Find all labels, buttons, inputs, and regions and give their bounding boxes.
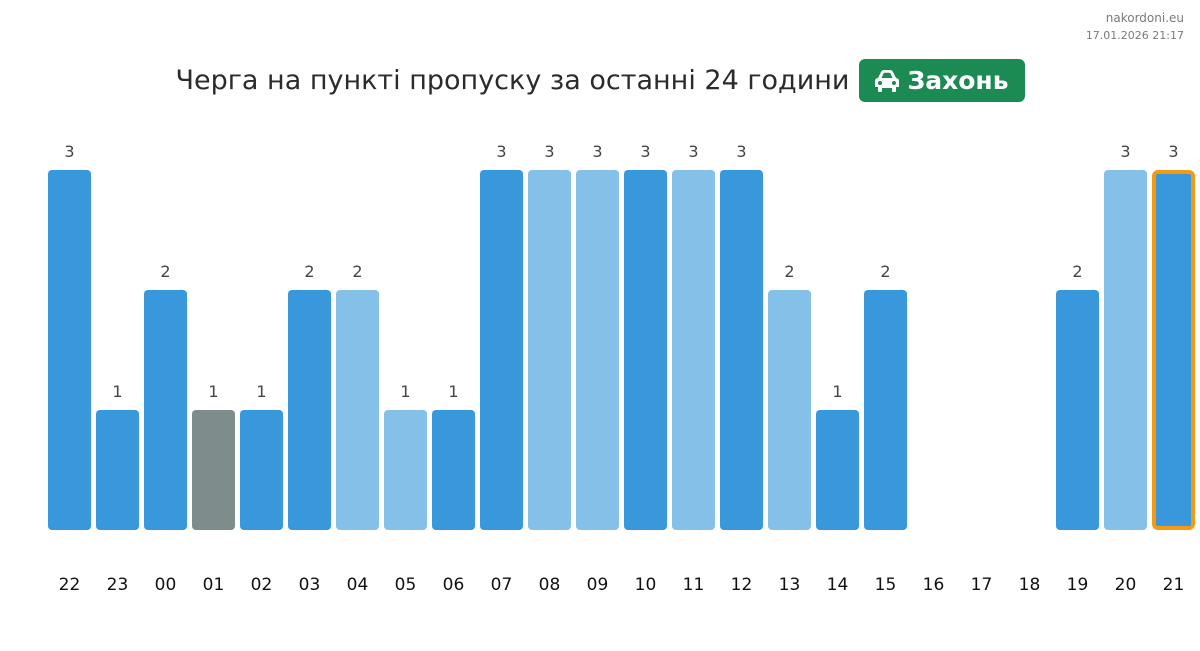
bar-value-label: 1 [256,382,266,401]
x-tick-label: 20 [1115,575,1137,595]
badge-label: Захонь [907,66,1009,95]
bar[interactable] [672,170,715,530]
x-tick-label: 07 [491,575,513,595]
site-info: nakordoni.eu 17.01.2026 21:17 [1086,10,1184,44]
x-tick-label: 01 [203,575,225,595]
x-tick-labels-group: 22 23 00 01 02 03 04 05 06 07 08 09 10 11 12 13 14 15 16 17… [59,575,1185,595]
bar-value-label: 2 [352,262,362,281]
x-tick-label: 06 [443,575,465,595]
bar-value-label: 1 [448,382,458,401]
bar-value-label: 2 [160,262,170,281]
x-tick-label: 04 [347,575,369,595]
x-tick-label: 17 [971,575,993,595]
bar-value-label: 2 [304,262,314,281]
x-tick-label: 21 [1163,575,1185,595]
x-tick-label: 14 [827,575,849,595]
bar[interactable] [480,170,523,530]
bar-value-label: 2 [1072,262,1082,281]
bar[interactable] [144,290,187,530]
x-tick-label: 12 [731,575,753,595]
bar-value-label: 3 [496,142,506,161]
chart-title: Черга на пункті пропуску за останні 24 г… [175,65,850,96]
bar[interactable] [816,410,859,530]
x-tick-label: 09 [587,575,609,595]
bar[interactable] [768,290,811,530]
x-tick-label: 00 [155,575,177,595]
bar[interactable] [864,290,907,530]
bar-value-label: 3 [688,142,698,161]
checkpoint-badge: Захонь [859,59,1025,102]
bar-current-hour[interactable] [1152,170,1195,530]
bar-value-label: 2 [784,262,794,281]
bar[interactable] [576,170,619,530]
x-tick-label: 13 [779,575,801,595]
bars-group [48,170,1195,530]
bar[interactable] [336,290,379,530]
x-tick-label: 11 [683,575,705,595]
bar[interactable] [96,410,139,530]
bar-value-label: 3 [592,142,602,161]
bar-value-label: 3 [640,142,650,161]
bar[interactable] [1056,290,1099,530]
value-labels-group: 3 1 2 1 1 2 2 1 1 3 3 3 3 3 3 2 1 2 2 3 3 [64,142,1178,401]
timestamp: 17.01.2026 21:17 [1085,29,1184,42]
bar-value-label: 2 [880,262,890,281]
x-tick-label: 05 [395,575,417,595]
x-tick-label: 02 [251,575,273,595]
bar[interactable] [288,290,331,530]
bar-value-label: 3 [64,142,74,161]
x-tick-label: 08 [539,575,561,595]
title-row: Черга на пункті пропуску за останні 24 г… [0,59,1200,102]
bar-value-label: 1 [112,382,122,401]
x-tick-label: 15 [875,575,897,595]
x-tick-label: 10 [635,575,657,595]
bar[interactable] [432,410,475,530]
bar-value-label: 3 [544,142,554,161]
bar[interactable] [48,170,91,530]
bar[interactable] [1104,170,1147,530]
bar-value-label: 1 [832,382,842,401]
x-tick-label: 03 [299,575,321,595]
x-tick-label: 19 [1067,575,1089,595]
bar[interactable] [192,410,235,530]
bar[interactable] [384,410,427,530]
car-icon [875,69,900,92]
bar[interactable] [624,170,667,530]
bar-value-label: 3 [736,142,746,161]
x-tick-label: 22 [59,575,81,595]
x-tick-label: 18 [1019,575,1041,595]
x-tick-label: 16 [923,575,945,595]
bar[interactable] [720,170,763,530]
bar-value-label: 1 [400,382,410,401]
bar-value-label: 1 [208,382,218,401]
x-tick-label: 23 [107,575,129,595]
bar-value-label: 3 [1168,142,1178,161]
site-name: nakordoni.eu [1105,11,1184,25]
bar[interactable] [528,170,571,530]
bar[interactable] [240,410,283,530]
bar-value-label: 3 [1120,142,1130,161]
